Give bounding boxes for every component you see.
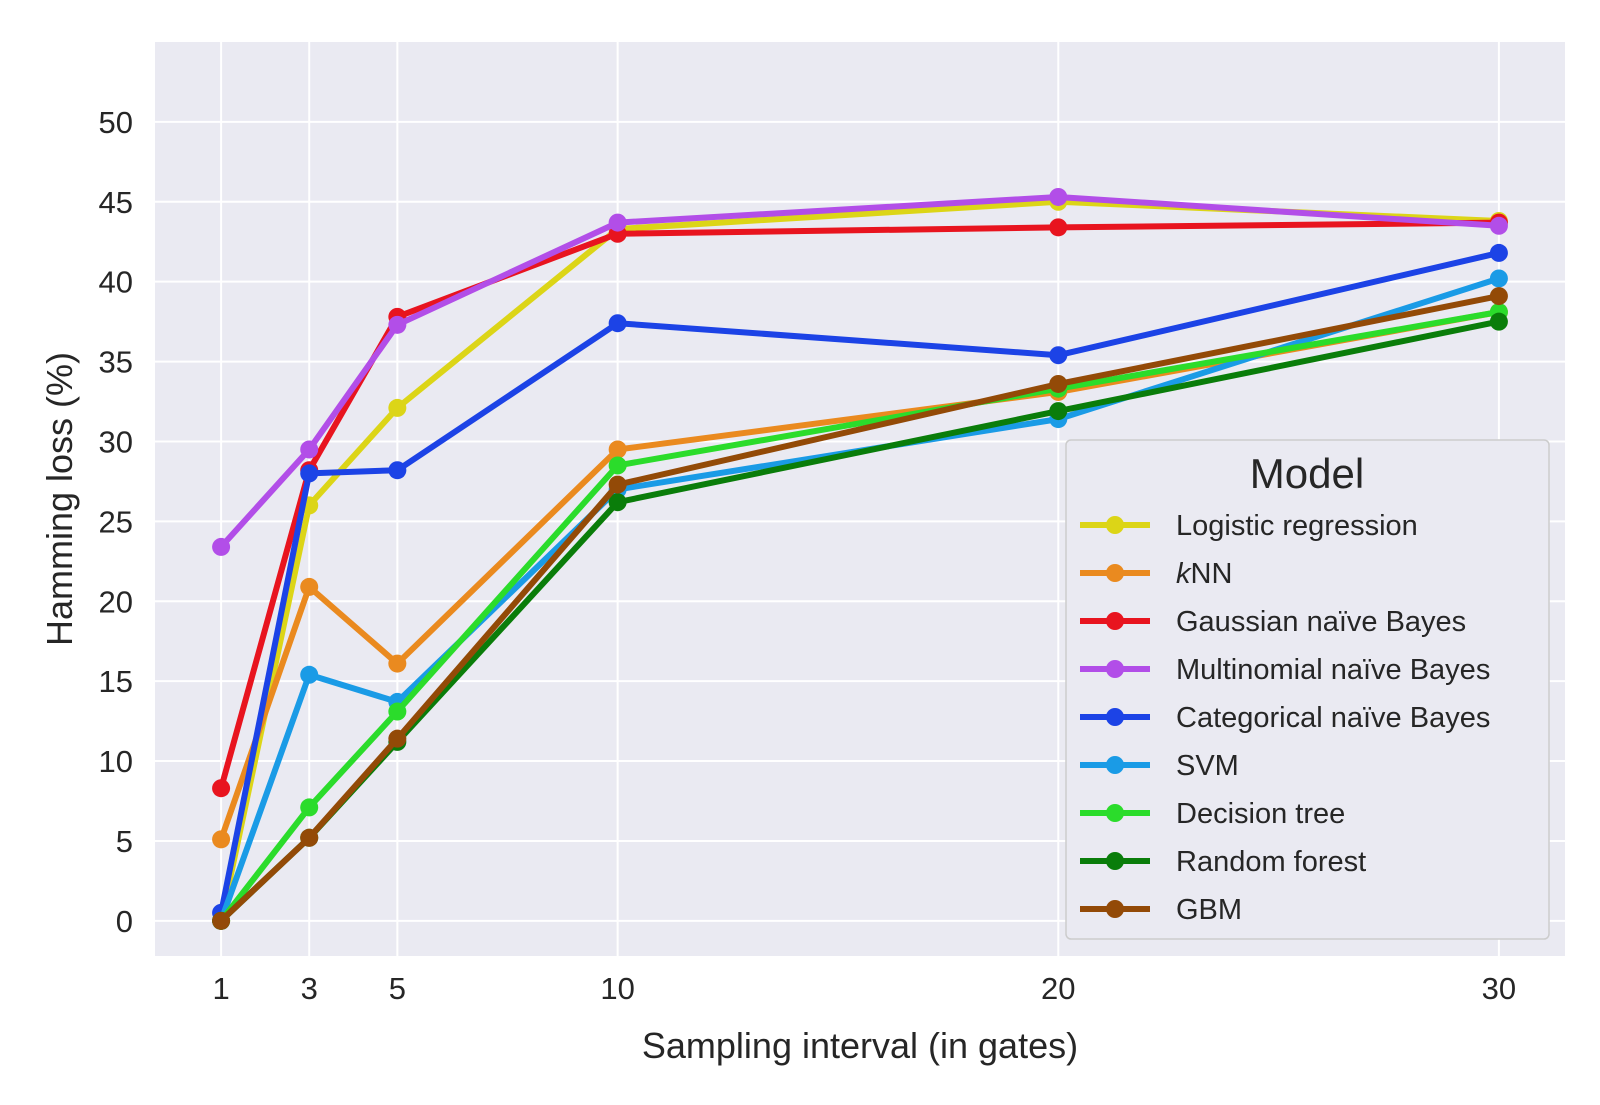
- legend-swatch-marker: [1106, 804, 1124, 822]
- y-tick-label: 35: [99, 345, 133, 380]
- series-line: [218, 309, 1502, 924]
- legend-label: Decision tree: [1176, 798, 1345, 830]
- data-point: [608, 456, 627, 475]
- legend-label: Logistic regression: [1176, 510, 1418, 542]
- series-line: [218, 194, 1502, 550]
- x-axis-label: Sampling interval (in gates): [642, 1025, 1078, 1066]
- legend-item: Decision tree: [1080, 798, 1345, 830]
- legend-label: SVM: [1176, 750, 1239, 782]
- legend-label: Gaussian naïve Bayes: [1176, 606, 1466, 638]
- y-axis-label: Hamming loss (%): [39, 352, 80, 646]
- legend-item: SVM: [1080, 750, 1239, 782]
- data-point: [300, 798, 319, 817]
- x-tick-label: 30: [1482, 971, 1516, 1006]
- data-point: [388, 461, 407, 480]
- series-line: [218, 293, 1502, 924]
- data-point: [300, 577, 319, 596]
- legend-item: Categorical naïve Bayes: [1080, 702, 1490, 734]
- data-point: [1489, 216, 1508, 235]
- data-point: [608, 213, 627, 232]
- y-tick-label: 25: [99, 504, 133, 539]
- data-point: [1049, 346, 1068, 365]
- legend-item: Random forest: [1080, 846, 1366, 878]
- legend-item: Logistic regression: [1080, 510, 1418, 542]
- series-line: [218, 198, 1502, 924]
- legend-swatch-marker: [1106, 516, 1124, 534]
- data-point: [212, 779, 231, 798]
- y-tick-label: 50: [99, 105, 133, 140]
- data-point: [300, 828, 319, 847]
- legend-item: kNN: [1080, 558, 1232, 590]
- data-point: [1049, 187, 1068, 206]
- data-point: [388, 729, 407, 748]
- legend-title: Model: [1250, 450, 1364, 497]
- data-point: [212, 830, 231, 849]
- data-point: [608, 493, 627, 512]
- data-point: [1489, 287, 1508, 306]
- data-point: [1049, 218, 1068, 237]
- legend-label: GBM: [1176, 894, 1242, 926]
- data-point: [212, 911, 231, 930]
- data-point: [300, 665, 319, 684]
- legend-swatch-marker: [1106, 708, 1124, 726]
- legend-label: Random forest: [1176, 846, 1366, 878]
- legend-item: Gaussian naïve Bayes: [1080, 606, 1466, 638]
- data-point: [388, 315, 407, 334]
- y-tick-label: 5: [116, 824, 133, 859]
- legend-swatch-marker: [1106, 900, 1124, 918]
- legend-item: GBM: [1080, 894, 1242, 926]
- legend-label: Multinomial naïve Bayes: [1176, 654, 1490, 686]
- legend-swatch-marker: [1106, 660, 1124, 678]
- x-tick-label: 3: [301, 971, 318, 1006]
- y-tick-label: 10: [99, 744, 133, 779]
- data-point: [608, 440, 627, 459]
- legend-label: Categorical naïve Bayes: [1176, 702, 1490, 734]
- data-point: [388, 654, 407, 673]
- data-point: [1489, 243, 1508, 262]
- y-tick-label: 0: [116, 904, 133, 939]
- y-tick-label: 40: [99, 265, 133, 300]
- data-point: [608, 475, 627, 494]
- x-tick-label: 20: [1041, 971, 1075, 1006]
- legend-swatch-marker: [1106, 564, 1124, 582]
- data-point: [388, 398, 407, 417]
- data-point: [300, 440, 319, 459]
- legend-item: Multinomial naïve Bayes: [1080, 654, 1490, 686]
- legend: Model Logistic regression kNN Gaussian naï…: [1065, 439, 1550, 940]
- series-line: [218, 249, 1502, 916]
- data-point: [300, 464, 319, 483]
- data-point: [212, 537, 231, 556]
- x-tick-label: 10: [600, 971, 634, 1006]
- x-tick-label: 1: [212, 971, 229, 1006]
- y-tick-label: 30: [99, 424, 133, 459]
- series-group: [212, 187, 1508, 556]
- data-point: [388, 702, 407, 721]
- data-point: [1049, 402, 1068, 421]
- series-group: [212, 243, 1508, 922]
- series-lines: [212, 187, 1508, 930]
- y-tick-label: 15: [99, 664, 133, 699]
- x-tick-label: 5: [389, 971, 406, 1006]
- legend-items: Logistic regression kNN Gaussian naïve Bay…: [1080, 510, 1490, 926]
- data-point: [1049, 374, 1068, 393]
- y-tick-label: 20: [99, 584, 133, 619]
- data-point: [1489, 269, 1508, 288]
- legend-swatch-marker: [1106, 612, 1124, 630]
- series-group: [212, 287, 1508, 930]
- legend-swatch-marker: [1106, 852, 1124, 870]
- legend-label: kNN: [1176, 558, 1232, 590]
- y-tick-label: 45: [99, 185, 133, 220]
- legend-swatch-marker: [1106, 756, 1124, 774]
- data-point: [1489, 312, 1508, 331]
- legend-box: [1065, 439, 1550, 940]
- data-point: [608, 314, 627, 333]
